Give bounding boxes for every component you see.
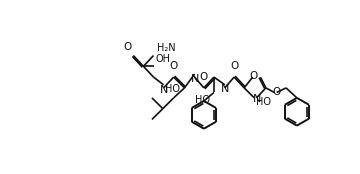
Text: O: O	[273, 88, 281, 97]
Text: HO: HO	[256, 97, 271, 107]
Text: OH: OH	[156, 54, 171, 64]
Text: N: N	[253, 94, 261, 104]
Text: N: N	[159, 85, 168, 95]
Text: O: O	[230, 61, 238, 71]
Text: O: O	[123, 42, 132, 52]
Text: N: N	[221, 84, 229, 94]
Text: HO: HO	[195, 95, 210, 105]
Text: HO: HO	[165, 84, 180, 94]
Text: H₂N: H₂N	[157, 43, 176, 53]
Text: O: O	[250, 70, 258, 81]
Text: N: N	[190, 74, 199, 84]
Text: O: O	[200, 72, 208, 82]
Text: O: O	[170, 61, 178, 71]
